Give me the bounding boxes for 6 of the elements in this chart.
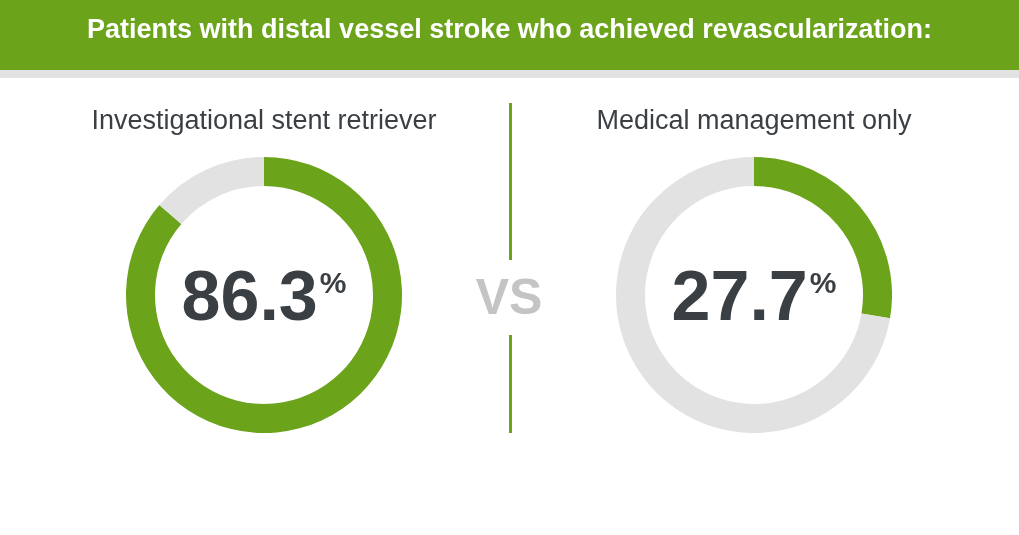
chart-subtitle: Medical management only (595, 105, 913, 137)
chart-subtitle: Investigational stent retriever (90, 105, 438, 137)
text: 27.7% (671, 257, 837, 335)
text: Patients with distal vessel stroke who achieved revascularization: (86, 14, 933, 45)
text: VS (474, 268, 544, 326)
text: 86.3% (181, 257, 347, 335)
